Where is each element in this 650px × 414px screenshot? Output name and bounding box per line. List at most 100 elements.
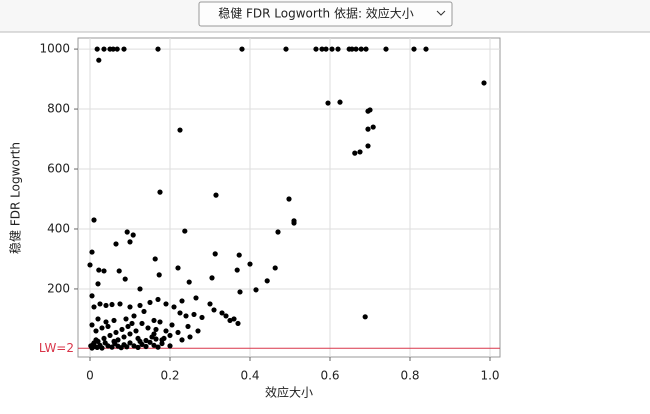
point (209, 275, 215, 281)
point (175, 329, 181, 336)
point (130, 232, 136, 238)
point (187, 334, 193, 340)
point (147, 299, 153, 306)
point (335, 46, 341, 52)
dropdown-arrow[interactable] (436, 10, 446, 16)
point (89, 249, 95, 255)
point (145, 325, 151, 331)
reference-label: LW=2 (39, 341, 74, 355)
point (286, 196, 292, 202)
point (163, 301, 169, 307)
point (109, 344, 115, 350)
point (186, 279, 192, 285)
x-tick-label: 0 (86, 369, 94, 383)
point (123, 316, 129, 322)
point (319, 46, 325, 52)
point (119, 326, 125, 333)
y-tick-label: 600 (47, 162, 70, 176)
point (383, 46, 389, 52)
point (167, 332, 173, 339)
point (349, 46, 355, 52)
point (95, 316, 101, 322)
point (89, 293, 95, 299)
y-tick-label: 1000 (39, 42, 70, 56)
x-axis-label: 效应大小 (265, 385, 313, 400)
point (101, 268, 107, 274)
point (96, 267, 102, 273)
point (103, 319, 109, 325)
point (137, 302, 143, 309)
point (147, 339, 153, 345)
point (110, 46, 116, 52)
point (169, 322, 175, 328)
dropdown[interactable] (198, 1, 453, 27)
point (89, 322, 95, 328)
point (117, 301, 123, 307)
x-tick-label: 0.2 (160, 369, 179, 383)
point (161, 335, 167, 342)
point (157, 319, 163, 325)
y-tick-label: 400 (47, 221, 70, 235)
point (124, 229, 130, 235)
point (103, 302, 109, 309)
point (155, 46, 161, 52)
point (199, 314, 205, 321)
point (236, 252, 242, 258)
point (227, 317, 233, 324)
point (91, 304, 97, 310)
x-tick-label: 0.8 (400, 369, 419, 383)
point (149, 334, 155, 340)
point (127, 239, 133, 245)
point (235, 320, 241, 327)
point (329, 46, 335, 52)
point (105, 343, 111, 349)
point (185, 323, 191, 330)
point (358, 46, 364, 52)
point (237, 289, 243, 295)
point (151, 317, 157, 324)
point (93, 328, 99, 334)
point (95, 281, 101, 287)
point (337, 99, 343, 105)
point (231, 316, 237, 322)
point (370, 124, 376, 130)
point (411, 46, 417, 52)
point (365, 143, 371, 149)
point (179, 337, 185, 343)
point (211, 307, 217, 313)
point (105, 323, 111, 330)
y-tick-label: 800 (47, 102, 70, 116)
point (127, 340, 133, 346)
point (94, 46, 100, 52)
point (362, 314, 368, 320)
point (99, 325, 105, 331)
point (96, 57, 102, 63)
point (143, 337, 149, 344)
point (177, 127, 183, 133)
point (125, 323, 131, 330)
chart-title[interactable]: 稳健 FDR Logworth 依据: 效应大小 (218, 6, 414, 21)
point (93, 337, 99, 343)
point (264, 278, 270, 284)
point (272, 265, 278, 271)
point (191, 311, 197, 318)
point (87, 262, 93, 268)
point (153, 326, 159, 333)
y-tick-label: 200 (47, 281, 70, 295)
point (183, 313, 189, 319)
point (127, 331, 133, 337)
point (133, 328, 139, 334)
point (325, 100, 331, 106)
x-tick-label: 0.4 (240, 369, 259, 383)
point (109, 301, 115, 308)
point (193, 295, 199, 301)
point (101, 335, 107, 342)
point (207, 301, 213, 307)
point (113, 329, 119, 336)
point (124, 344, 130, 350)
point (367, 107, 373, 113)
point (363, 46, 369, 52)
point (175, 265, 181, 271)
point (219, 310, 225, 316)
